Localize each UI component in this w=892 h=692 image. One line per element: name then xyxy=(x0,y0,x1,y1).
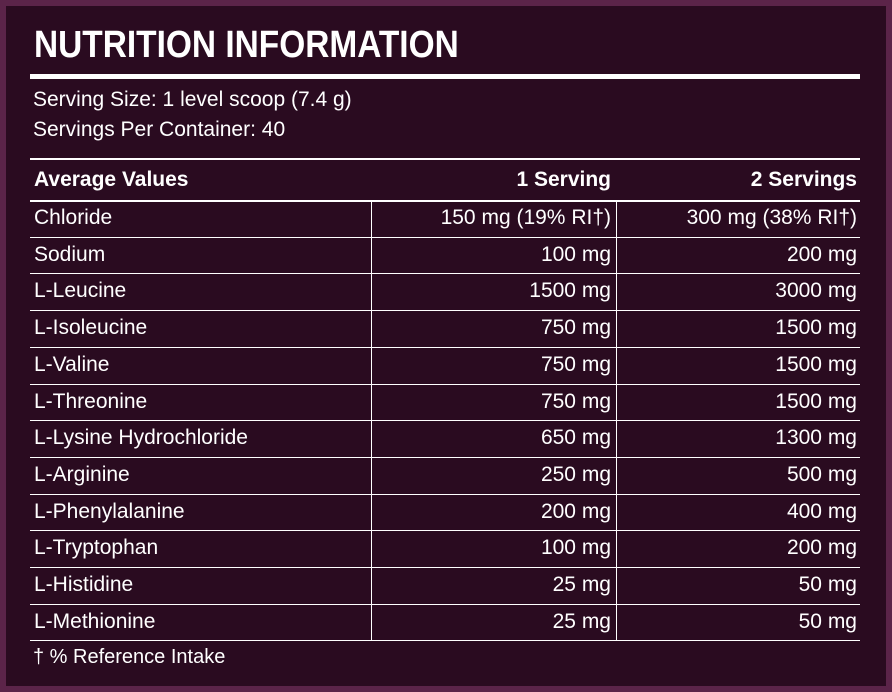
nutrient-amount: 100 mg xyxy=(540,242,611,266)
nutrient-amount: 1500 mg xyxy=(529,279,611,303)
nutrient-amount: 25 mg xyxy=(552,573,611,596)
row-rule xyxy=(30,567,860,568)
nutrient-name: L-Lysine Hydrochloride xyxy=(34,426,248,450)
thick-rule xyxy=(30,74,860,79)
row-rule xyxy=(30,346,860,348)
nutrient-amount: 25 mg xyxy=(552,609,611,633)
nutrient-amount: 1500 mg xyxy=(775,389,857,413)
column-header: 1 Serving xyxy=(516,168,611,191)
nutrient-amount: 750 mg xyxy=(540,316,611,340)
nutrient-amount: 150 mg (19% RI†) xyxy=(440,206,611,229)
nutrient-name: L-Histidine xyxy=(34,573,134,596)
column-divider xyxy=(371,200,372,641)
nutrient-name: L-Valine xyxy=(34,352,110,376)
nutrient-amount: 1300 mg xyxy=(775,426,857,450)
nutrient-name: L-Tryptophan xyxy=(34,536,159,560)
nutrient-name: L-Methionine xyxy=(34,609,156,633)
nutrient-amount: 200 mg xyxy=(540,499,611,523)
column-divider xyxy=(616,200,617,641)
serving-size: Serving Size: 1 level scoop (7.4 g) xyxy=(33,88,352,111)
row-rule xyxy=(30,236,860,238)
nutrient-name: L-Isoleucine xyxy=(34,316,148,340)
nutrient-name: L-Arginine xyxy=(34,462,130,486)
nutrient-amount: 200 mg xyxy=(786,242,857,266)
nutrient-amount: 300 mg (38% RI†) xyxy=(686,206,857,229)
nutrient-amount: 3000 mg xyxy=(775,279,857,303)
rule xyxy=(30,158,860,160)
row-rule xyxy=(30,420,860,422)
nutrient-amount: 200 mg xyxy=(786,536,857,560)
row-rule xyxy=(30,640,860,642)
nutrition-panel: NUTRITION INFORMATION Serving Size: 1 le… xyxy=(6,6,886,686)
nutrient-name: L-Threonine xyxy=(34,389,148,413)
nutrient-name: Sodium xyxy=(34,242,106,266)
row-rule xyxy=(30,603,860,605)
nutrient-amount: 750 mg xyxy=(540,389,611,413)
nutrient-amount: 650 mg xyxy=(540,426,611,450)
nutrient-amount: 500 mg xyxy=(786,462,857,486)
row-rule xyxy=(30,383,860,385)
nutrient-amount: 1500 mg xyxy=(775,352,857,376)
nutrient-name: L-Phenylalanine xyxy=(34,499,185,523)
row-rule xyxy=(30,530,860,532)
row-rule xyxy=(30,273,860,275)
nutrient-name: Chloride xyxy=(34,206,113,229)
servings-per-container: Servings Per Container: 40 xyxy=(33,118,286,141)
nutrient-amount: 400 mg xyxy=(786,499,857,523)
nutrient-amount: 750 mg xyxy=(540,352,611,376)
nutrient-amount: 100 mg xyxy=(540,536,611,560)
nutrient-amount: 250 mg xyxy=(540,462,611,486)
row-rule xyxy=(30,493,860,495)
title: NUTRITION INFORMATION xyxy=(34,24,459,66)
column-header: Average Values xyxy=(34,168,189,191)
row-rule xyxy=(30,456,860,458)
nutrient-amount: 1500 mg xyxy=(775,316,857,340)
row-rule xyxy=(30,310,860,312)
rule xyxy=(30,200,860,202)
nutrient-name: L-Leucine xyxy=(34,279,127,303)
nutrient-amount: 50 mg xyxy=(798,573,857,596)
nutrient-amount: 50 mg xyxy=(798,609,857,633)
column-header: 2 Servings xyxy=(750,168,857,191)
footnote: † % Reference Intake xyxy=(33,646,226,669)
